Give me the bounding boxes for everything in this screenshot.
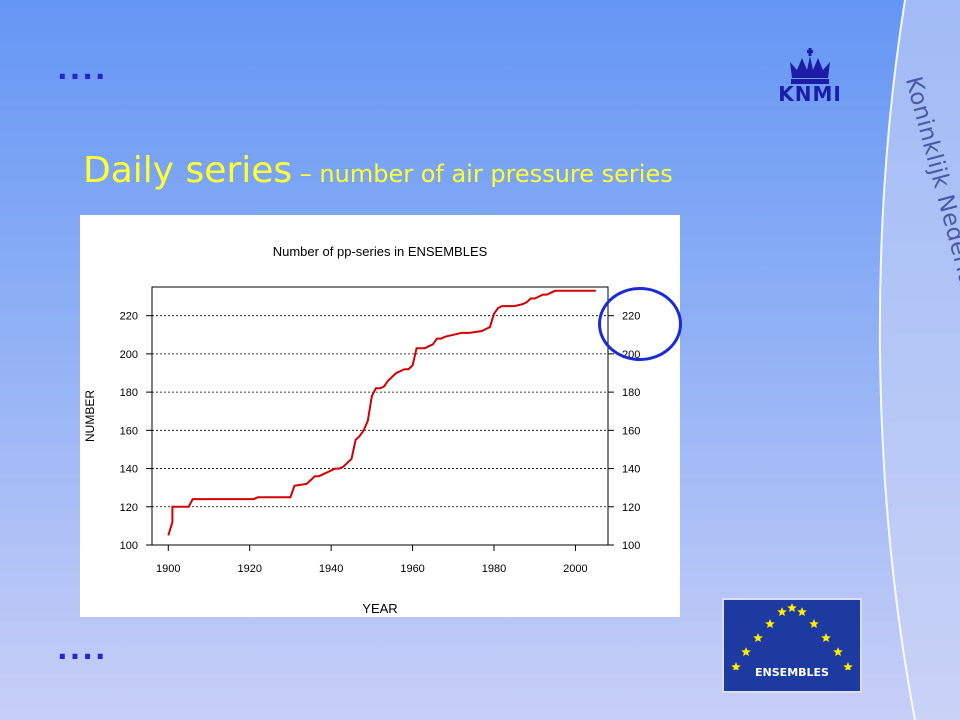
star-icon: [765, 619, 775, 628]
chart-title: Number of pp-series in ENSEMBLES: [273, 244, 488, 259]
star-arc-icon: [731, 603, 853, 670]
crown-icon: [790, 48, 830, 84]
series-line: [167, 289, 596, 536]
bullet-dots-top: ....: [57, 53, 108, 86]
slide-title-main: Daily series: [83, 150, 293, 191]
knmi-logo-text: KNMI: [778, 82, 842, 106]
star-icon: [777, 607, 787, 616]
y-tick-label-right: 160: [622, 425, 640, 437]
x-tick-label: 1920: [237, 563, 261, 575]
x-tick-label: 2000: [563, 563, 587, 575]
star-icon: [753, 633, 763, 642]
y-tick-label-left: 180: [120, 387, 138, 399]
slide-title-sub: – number of air pressure series: [292, 160, 673, 188]
star-icon: [787, 603, 797, 612]
bullet-dots-bottom: ....: [57, 633, 108, 666]
star-icon: [821, 633, 831, 642]
star-icon: [741, 647, 751, 656]
highlight-circle: [598, 287, 682, 361]
ensembles-logo-text: ENSEMBLES: [755, 666, 829, 679]
x-axis-label: YEAR: [362, 601, 397, 616]
y-tick-label-left: 140: [120, 464, 138, 476]
ensembles-logo: ENSEMBLES: [722, 598, 862, 693]
star-icon: [797, 607, 807, 616]
y-tick-label-left: 120: [120, 502, 138, 514]
x-tick-label: 1940: [319, 563, 343, 575]
y-tick-label-right: 100: [622, 540, 640, 552]
y-tick-label-left: 160: [120, 425, 138, 437]
x-tick-label: 1980: [482, 563, 506, 575]
star-icon: [731, 662, 741, 670]
chart-panel: Number of pp-series in ENSEMBLES YEAR NUMB…: [80, 215, 680, 617]
y-tick-label-right: 180: [622, 387, 640, 399]
y-tick-label-left: 100: [120, 540, 138, 552]
star-icon: [843, 662, 853, 670]
y-tick-label-left: 200: [120, 349, 138, 361]
x-tick-label: 1900: [156, 563, 180, 575]
slide-title: Daily series – number of air pressure se…: [83, 150, 673, 191]
x-tick-label: 1960: [400, 563, 424, 575]
y-tick-label-right: 140: [622, 464, 640, 476]
y-tick-label-right: 120: [622, 502, 640, 514]
star-icon: [809, 619, 819, 628]
star-icon: [833, 647, 843, 656]
knmi-logo: KNMI: [770, 48, 850, 108]
y-tick-label-left: 220: [120, 311, 138, 323]
y-axis-label: NUMBER: [83, 390, 97, 442]
pp-series-line-chart: Number of pp-series in ENSEMBLES YEAR NUMB…: [83, 244, 640, 616]
plot-frame: [151, 286, 609, 546]
